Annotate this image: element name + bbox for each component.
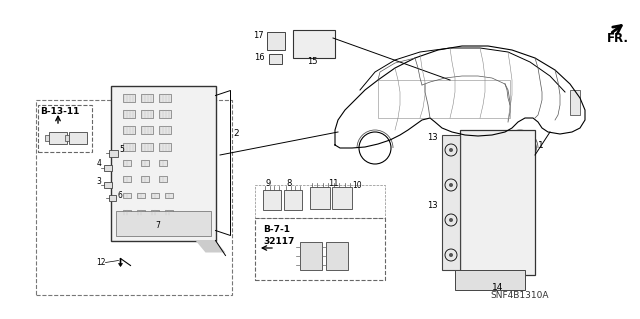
Bar — [255, 218, 385, 280]
Bar — [255, 185, 385, 218]
Bar — [122, 93, 134, 101]
Bar — [159, 126, 170, 134]
Bar — [150, 193, 159, 198]
Text: 32117: 32117 — [263, 238, 294, 247]
Circle shape — [449, 148, 453, 152]
Text: 9: 9 — [266, 180, 271, 189]
Bar — [69, 132, 87, 144]
Text: 4: 4 — [97, 160, 102, 168]
Polygon shape — [195, 241, 225, 253]
Bar — [122, 126, 134, 134]
Bar — [269, 54, 282, 64]
Bar — [293, 30, 335, 58]
Bar — [326, 242, 348, 270]
Text: B-7-1: B-7-1 — [263, 226, 290, 234]
Bar — [122, 143, 134, 151]
Circle shape — [449, 183, 453, 187]
Bar — [300, 242, 322, 270]
Bar — [141, 93, 152, 101]
Bar — [141, 143, 152, 151]
Text: 6: 6 — [118, 191, 122, 201]
Bar — [159, 143, 170, 151]
Bar — [159, 160, 166, 166]
Text: 17: 17 — [253, 31, 264, 40]
Bar — [159, 110, 170, 118]
Bar — [111, 85, 216, 241]
Text: 1: 1 — [538, 140, 544, 150]
Bar — [378, 80, 510, 118]
Bar — [442, 135, 460, 270]
Bar — [104, 182, 111, 188]
Bar — [570, 90, 580, 115]
Bar — [263, 190, 281, 210]
Text: FR.: FR. — [607, 32, 629, 44]
Bar — [136, 210, 145, 215]
Bar — [141, 126, 152, 134]
Text: 10: 10 — [352, 181, 362, 189]
Bar — [45, 135, 49, 141]
Bar — [104, 165, 111, 171]
Bar — [284, 190, 302, 210]
Text: 15: 15 — [307, 57, 317, 66]
Text: SNF4B1310A: SNF4B1310A — [490, 291, 548, 300]
Bar — [109, 150, 118, 157]
Bar — [141, 110, 152, 118]
Bar — [267, 32, 285, 50]
Bar — [159, 176, 166, 182]
Bar — [141, 160, 148, 166]
Text: 7: 7 — [156, 221, 161, 231]
Text: 8: 8 — [286, 180, 292, 189]
Circle shape — [449, 218, 453, 222]
Bar — [164, 210, 173, 215]
Bar — [136, 193, 145, 198]
Text: B-13-11: B-13-11 — [40, 108, 79, 116]
Bar — [38, 105, 92, 152]
Bar — [49, 132, 67, 144]
Bar — [115, 211, 211, 235]
Text: 16: 16 — [254, 53, 265, 62]
Text: 2: 2 — [234, 129, 239, 137]
Text: 13: 13 — [428, 133, 438, 143]
Bar — [36, 100, 232, 295]
Bar — [150, 210, 159, 215]
Bar — [141, 176, 148, 182]
Bar — [164, 193, 173, 198]
Text: 3: 3 — [97, 176, 102, 186]
Text: 11: 11 — [328, 179, 339, 188]
Circle shape — [449, 253, 453, 257]
FancyArrow shape — [118, 258, 122, 266]
Bar — [122, 160, 131, 166]
Bar — [455, 270, 525, 290]
Text: 5: 5 — [120, 145, 124, 153]
Bar — [122, 193, 131, 198]
Bar — [122, 110, 134, 118]
Bar — [159, 93, 170, 101]
Bar — [310, 187, 330, 209]
Bar — [122, 210, 131, 215]
Bar — [460, 130, 535, 275]
Bar — [122, 176, 131, 182]
Text: 14: 14 — [492, 283, 503, 292]
Bar — [109, 195, 115, 201]
Bar — [65, 135, 69, 141]
Text: 13: 13 — [428, 201, 438, 210]
Bar — [332, 187, 352, 209]
Text: 12: 12 — [96, 258, 106, 267]
